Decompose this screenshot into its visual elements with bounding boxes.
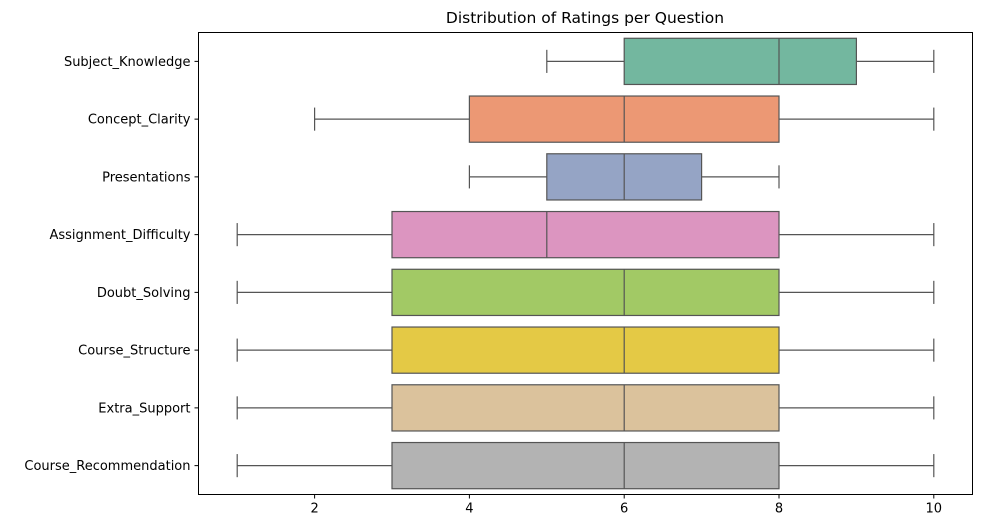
- box-group: [546, 37, 935, 86]
- box: [623, 37, 858, 86]
- y-tick-label: Presentations: [102, 170, 191, 185]
- box: [391, 441, 780, 490]
- box: [391, 268, 780, 317]
- box-group: [236, 210, 935, 259]
- box-group: [236, 326, 935, 374]
- x-tick-label: 2: [310, 502, 318, 517]
- y-tick-label: Course_Recommendation: [24, 459, 190, 474]
- y-tick-label: Assignment_Difficulty: [49, 228, 190, 243]
- y-tick-label: Course_Structure: [78, 344, 190, 359]
- x-tick-label: 4: [465, 502, 473, 517]
- x-tick-label: 8: [775, 502, 783, 517]
- box: [391, 326, 780, 374]
- y-tick-label: Subject_Knowledge: [64, 55, 191, 70]
- y-tick-label: Extra_Support: [98, 401, 190, 416]
- box-group: [468, 153, 780, 201]
- x-tick-label: 6: [620, 502, 628, 517]
- plot-area-frame: [198, 32, 973, 495]
- box-group: [314, 95, 935, 143]
- y-tick-label: Concept_Clarity: [88, 113, 191, 128]
- x-tick-label: 10: [926, 502, 943, 517]
- y-tick-label: Doubt_Solving: [97, 286, 191, 301]
- box-group: [236, 384, 935, 432]
- box: [391, 210, 780, 259]
- chart-title: Distribution of Ratings per Question: [446, 9, 724, 27]
- box: [391, 384, 780, 432]
- box-group: [236, 441, 935, 490]
- box-group: [236, 268, 935, 317]
